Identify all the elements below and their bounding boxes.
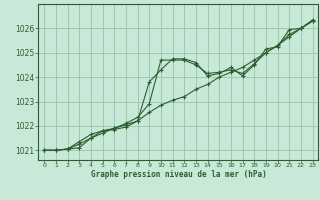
X-axis label: Graphe pression niveau de la mer (hPa): Graphe pression niveau de la mer (hPa) (91, 170, 266, 179)
